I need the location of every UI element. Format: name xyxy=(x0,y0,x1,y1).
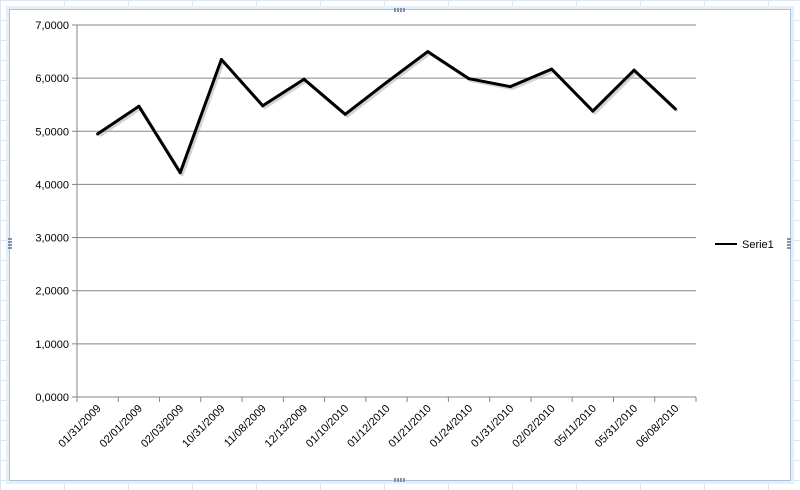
y-tick-label: 2,0000 xyxy=(35,286,69,298)
resize-handle-bottom[interactable] xyxy=(394,478,406,482)
x-tick-label: 05/11/2010 xyxy=(552,403,599,450)
data-point[interactable] xyxy=(219,58,223,62)
chart-area[interactable] xyxy=(9,9,791,481)
data-point[interactable] xyxy=(508,85,512,89)
y-tick-label: 6,0000 xyxy=(35,73,69,85)
x-tick-label: 01/31/2009 xyxy=(56,403,103,450)
data-point[interactable] xyxy=(343,112,347,116)
x-axis-tick-labels: 01/31/200902/01/200902/03/200910/31/2009… xyxy=(56,403,681,450)
x-tick-label: 02/01/2009 xyxy=(98,403,145,450)
y-tick-label: 3,0000 xyxy=(35,233,69,245)
x-tick-label: 10/31/2009 xyxy=(180,403,227,450)
y-tick-label: 0,0000 xyxy=(35,392,69,404)
y-tick-label: 7,0000 xyxy=(35,20,69,32)
data-point[interactable] xyxy=(96,132,100,136)
y-tick-label: 5,0000 xyxy=(35,126,69,138)
gridlines xyxy=(72,24,696,398)
x-tick-label: 01/12/2010 xyxy=(345,403,392,450)
resize-handle-top[interactable] xyxy=(394,8,406,12)
series-line-serie1[interactable] xyxy=(96,50,677,175)
x-tick-label: 02/02/2010 xyxy=(510,403,557,450)
x-tick-label: 11/08/2009 xyxy=(222,403,269,450)
x-tick-label: 06/08/2010 xyxy=(634,403,681,450)
x-tick-label: 01/31/2010 xyxy=(469,403,516,450)
resize-handle-left[interactable] xyxy=(8,238,12,250)
resize-handle-right[interactable] xyxy=(787,238,791,250)
y-tick-label: 1,0000 xyxy=(35,339,69,351)
y-tick-label: 4,0000 xyxy=(35,179,69,191)
series-lines xyxy=(96,50,679,177)
data-point[interactable] xyxy=(591,109,595,113)
data-point[interactable] xyxy=(261,104,265,108)
x-tick-label: 05/31/2010 xyxy=(593,403,640,450)
data-point[interactable] xyxy=(632,68,636,72)
x-tick-label: 12/13/2009 xyxy=(263,403,310,450)
data-point[interactable] xyxy=(302,77,306,81)
x-tick-label: 01/21/2010 xyxy=(386,403,433,450)
axes xyxy=(76,25,697,402)
x-tick-label: 01/10/2010 xyxy=(304,403,351,450)
x-tick-label: 02/03/2009 xyxy=(139,403,186,450)
data-point[interactable] xyxy=(467,77,471,81)
y-axis-tick-labels: 0,0000 1,0000 2,0000 3,0000 4,0000 5,0000 6,00… xyxy=(35,20,69,404)
data-point[interactable] xyxy=(385,80,388,84)
data-point[interactable] xyxy=(178,171,182,175)
data-point[interactable] xyxy=(673,107,677,111)
x-tick-label: 01/24/2010 xyxy=(428,403,475,450)
data-point[interactable] xyxy=(550,67,554,71)
legend-label-serie1: Serie1 xyxy=(742,239,774,251)
legend[interactable]: Serie1 xyxy=(715,239,774,251)
data-point[interactable] xyxy=(137,104,141,108)
data-point[interactable] xyxy=(426,50,430,54)
